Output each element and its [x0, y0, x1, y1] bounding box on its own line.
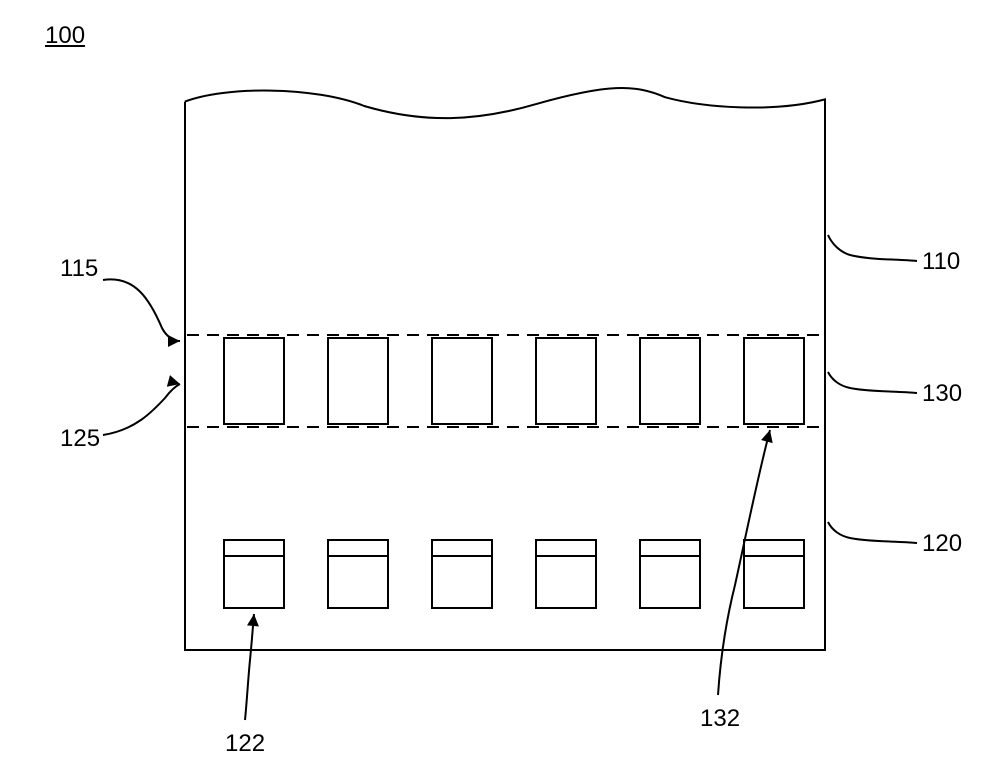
- top-row-rect: [744, 338, 804, 424]
- leader-110: [828, 235, 917, 261]
- bottom-row-rect: [432, 540, 492, 608]
- ref-label-130: 130: [922, 380, 962, 408]
- ref-label-110: 110: [922, 248, 960, 276]
- top-row-rect: [328, 338, 388, 424]
- top-row-rect: [432, 338, 492, 424]
- ref-label-122: 122: [225, 730, 265, 758]
- ref-label-125: 125: [60, 425, 100, 453]
- bottom-row-rect: [536, 540, 596, 608]
- leader-120: [828, 522, 917, 543]
- bottom-row-rect: [744, 540, 804, 608]
- figure-number-100: 100: [45, 22, 85, 50]
- bottom-row-rect: [224, 540, 284, 608]
- bottom-row-rect: [640, 540, 700, 608]
- ref-label-115: 115: [60, 255, 98, 283]
- top-row-rect: [224, 338, 284, 424]
- top-row-rect: [536, 338, 596, 424]
- top-row-rect: [640, 338, 700, 424]
- ref-label-120: 120: [922, 530, 962, 558]
- leader-115: [103, 279, 180, 341]
- ref-label-132: 132: [700, 705, 740, 733]
- leader-122: [245, 614, 254, 720]
- bottom-row-rect: [328, 540, 388, 608]
- leader-125: [103, 384, 180, 435]
- leader-130: [828, 372, 917, 393]
